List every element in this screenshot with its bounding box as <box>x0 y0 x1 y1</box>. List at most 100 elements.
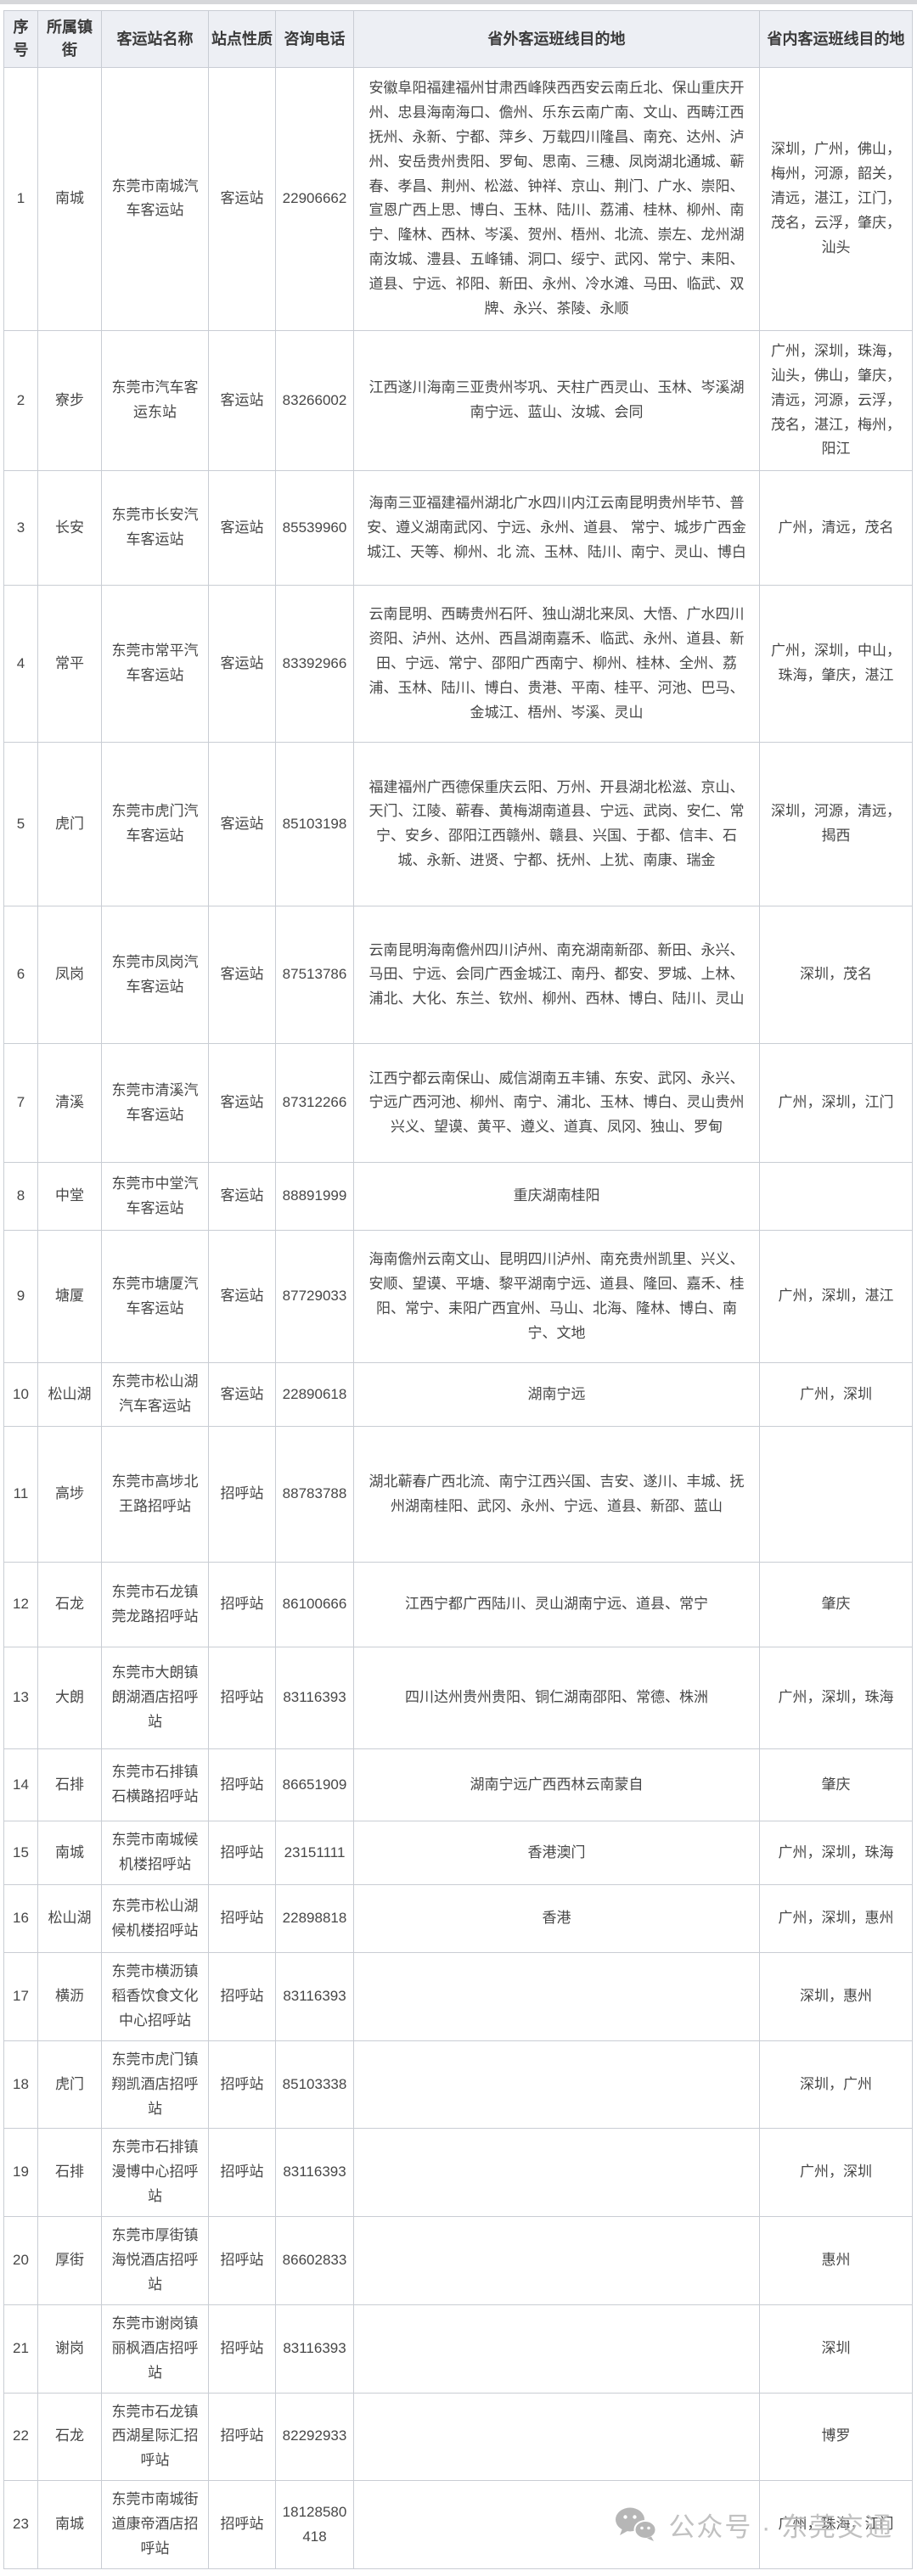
row-number: 18 <box>3 2040 38 2130</box>
town-cell: 高埗 <box>37 1426 102 1563</box>
table-row: 18 虎门 东莞市虎门镇翔凯酒店招呼站 招呼站 85103338 深圳，广州 <box>3 2040 913 2130</box>
outside-province-destinations-cell <box>353 2040 760 2130</box>
header-inside-province-destinations: 省内客运班线目的地 <box>759 10 913 68</box>
outside-province-destinations-cell: 湖北蕲春广西北流、南宁江西兴国、吉安、遂川、丰城、抚州湖南桂阳、武冈、永州、宁远… <box>353 1426 760 1563</box>
table-row: 17 横沥 东莞市横沥镇稻香饮食文化中心招呼站 招呼站 83116393 深圳，… <box>3 1952 913 2041</box>
station-type-cell: 客运站 <box>208 470 276 586</box>
station-type-cell: 客运站 <box>208 1362 276 1428</box>
station-name-cell: 东莞市厚街镇海悦酒店招呼站 <box>101 2216 209 2305</box>
table-row: 15 南城 东莞市南城候机楼招呼站 招呼站 23151111 香港澳门 广州，深… <box>3 1821 913 1886</box>
inside-province-destinations-cell: 深圳，广州，佛山，梅州，河源，韶关，清远，湛江，江门，茂名，云浮，肇庆，汕头 <box>759 67 913 331</box>
station-type-cell: 招呼站 <box>208 2304 276 2394</box>
table-row: 7 清溪 东莞市清溪汽车客运站 客运站 87312266 江西宁都云南保山、威信… <box>3 1043 913 1164</box>
inside-province-destinations-cell: 广州，深圳，珠海 <box>759 1821 913 1886</box>
inside-province-destinations-cell: 广州，深圳，江门 <box>759 1043 913 1164</box>
table-row: 16 松山湖 东莞市松山湖候机楼招呼站 招呼站 22898818 香港 广州，深… <box>3 1884 913 1954</box>
outside-province-destinations-cell: 海南儋州云南文山、昆明四川泸州、南充贵州凯里、兴义、安顺、望谟、平塘、黎平湖南宁… <box>353 1230 760 1364</box>
table-row: 8 中堂 东莞市中堂汽车客运站 客运站 88891999 重庆湖南桂阳 <box>3 1162 913 1232</box>
station-name-cell: 东莞市松山湖汽车客运站 <box>101 1362 209 1428</box>
row-number: 22 <box>3 2392 38 2482</box>
inside-province-destinations-cell: 广州，深圳，中山，珠海，肇庆，湛江 <box>759 585 913 744</box>
outside-province-destinations-cell: 四川达州贵州贵阳、铜仁湖南邵阳、常德、株洲 <box>353 1647 760 1750</box>
phone-cell: 85103198 <box>275 742 354 907</box>
table-row: 5 虎门 东莞市虎门汽车客运站 客运站 85103198 福建福州广西德保重庆云… <box>3 742 913 907</box>
town-cell: 谢岗 <box>37 2304 102 2394</box>
phone-cell: 88783788 <box>275 1426 354 1563</box>
station-name-cell: 东莞市虎门镇翔凯酒店招呼站 <box>101 2040 209 2130</box>
row-number: 4 <box>3 585 38 744</box>
inside-province-destinations-cell: 深圳 <box>759 2304 913 2394</box>
town-cell: 石排 <box>37 2128 102 2218</box>
table-row: 23 南城 东莞市南城街道康帝酒店招呼站 招呼站 18128580418 广州，… <box>3 2480 913 2569</box>
inside-province-destinations-cell: 博罗 <box>759 2392 913 2482</box>
table-row: 14 石排 东莞市石排镇石横路招呼站 招呼站 86651909 湖南宁远广西西林… <box>3 1748 913 1822</box>
row-number: 6 <box>3 906 38 1045</box>
station-type-cell: 客运站 <box>208 67 276 331</box>
row-number: 9 <box>3 1230 38 1364</box>
row-number: 23 <box>3 2480 38 2569</box>
outside-province-destinations-cell: 海南三亚福建福州湖北广水四川内江云南昆明贵州毕节、普安、遵义湖南武冈、宁远、永州… <box>353 470 760 586</box>
table-row: 19 石排 东莞市石排镇漫博中心招呼站 招呼站 83116393 广州，深圳 <box>3 2128 913 2218</box>
inside-province-destinations-cell: 广州，深圳 <box>759 1362 913 1428</box>
header-phone: 咨询电话 <box>275 10 354 68</box>
town-cell: 石龙 <box>37 2392 102 2482</box>
station-name-cell: 东莞市南城街道康帝酒店招呼站 <box>101 2480 209 2569</box>
table-row: 10 松山湖 东莞市松山湖汽车客运站 客运站 22890618 湖南宁远 广州，… <box>3 1362 913 1428</box>
table-row: 21 谢岗 东莞市谢岗镇丽枫酒店招呼站 招呼站 83116393 深圳 <box>3 2304 913 2394</box>
inside-province-destinations-cell: 广州，深圳，珠海，汕头，佛山，肇庆，清远，河源，云浮，茂名，湛江，梅州，阳江 <box>759 329 913 472</box>
town-cell: 常平 <box>37 585 102 744</box>
phone-cell: 87312266 <box>275 1043 354 1164</box>
phone-cell: 83116393 <box>275 2304 354 2394</box>
row-number: 5 <box>3 742 38 907</box>
row-number: 17 <box>3 1952 38 2041</box>
table-row: 22 石龙 东莞市石龙镇西湖星际汇招呼站 招呼站 82292933 博罗 <box>3 2392 913 2482</box>
header-town: 所属镇街 <box>37 10 102 68</box>
table-header-row: 序号 所属镇街 客运站名称 站点性质 咨询电话 省外客运班线目的地 省内客运班线… <box>3 10 913 68</box>
inside-province-destinations-cell: 深圳，茂名 <box>759 906 913 1045</box>
station-name-cell: 东莞市谢岗镇丽枫酒店招呼站 <box>101 2304 209 2394</box>
station-type-cell: 招呼站 <box>208 1647 276 1750</box>
outside-province-destinations-cell: 云南昆明海南儋州四川泸州、南充湖南新邵、新田、永兴、马田、宁远、会同广西金城江、… <box>353 906 760 1045</box>
row-number: 20 <box>3 2216 38 2305</box>
station-type-cell: 客运站 <box>208 1043 276 1164</box>
outside-province-destinations-cell: 云南昆明、西畴贵州石阡、独山湖北来凤、大悟、广水四川资阳、泸州、达州、西昌湖南嘉… <box>353 585 760 744</box>
row-number: 1 <box>3 67 38 331</box>
phone-cell: 86651909 <box>275 1748 354 1822</box>
phone-cell: 22890618 <box>275 1362 354 1428</box>
phone-cell: 83116393 <box>275 2128 354 2218</box>
station-name-cell: 东莞市横沥镇稻香饮食文化中心招呼站 <box>101 1952 209 2041</box>
phone-cell: 82292933 <box>275 2392 354 2482</box>
phone-cell: 83116393 <box>275 1952 354 2041</box>
outside-province-destinations-cell: 江西遂川海南三亚贵州岑巩、天柱广西灵山、玉林、岑溪湖南宁远、蓝山、汝城、会同 <box>353 329 760 472</box>
station-name-cell: 东莞市松山湖候机楼招呼站 <box>101 1884 209 1954</box>
phone-cell: 22898818 <box>275 1884 354 1954</box>
row-number: 13 <box>3 1647 38 1750</box>
outside-province-destinations-cell: 湖南宁远 <box>353 1362 760 1428</box>
town-cell: 寮步 <box>37 329 102 472</box>
outside-province-destinations-cell <box>353 1952 760 2041</box>
station-name-cell: 东莞市南城汽车客运站 <box>101 67 209 331</box>
row-number: 21 <box>3 2304 38 2394</box>
row-number: 7 <box>3 1043 38 1164</box>
town-cell: 南城 <box>37 2480 102 2569</box>
station-name-cell: 东莞市高埗北王路招呼站 <box>101 1426 209 1563</box>
row-number: 3 <box>3 470 38 586</box>
town-cell: 厚街 <box>37 2216 102 2305</box>
station-type-cell: 招呼站 <box>208 1748 276 1822</box>
outside-province-destinations-cell <box>353 2392 760 2482</box>
table-row: 9 塘厦 东莞市塘厦汽车客运站 客运站 87729033 海南儋州云南文山、昆明… <box>3 1230 913 1364</box>
row-number: 14 <box>3 1748 38 1822</box>
row-number: 10 <box>3 1362 38 1428</box>
row-number: 16 <box>3 1884 38 1954</box>
outside-province-destinations-cell: 湖南宁远广西西林云南蒙自 <box>353 1748 760 1822</box>
phone-cell: 86602833 <box>275 2216 354 2305</box>
outside-province-destinations-cell: 香港 <box>353 1884 760 1954</box>
station-type-cell: 招呼站 <box>208 2128 276 2218</box>
outside-province-destinations-cell: 江西宁都云南保山、威信湖南五丰铺、东安、武冈、永兴、宁远广西河池、柳州、南宁、浦… <box>353 1043 760 1164</box>
phone-cell: 85103338 <box>275 2040 354 2130</box>
town-cell: 塘厦 <box>37 1230 102 1364</box>
row-number: 19 <box>3 2128 38 2218</box>
station-name-cell: 东莞市常平汽车客运站 <box>101 585 209 744</box>
inside-province-destinations-cell: 深圳，惠州 <box>759 1952 913 2041</box>
phone-cell: 88891999 <box>275 1162 354 1232</box>
